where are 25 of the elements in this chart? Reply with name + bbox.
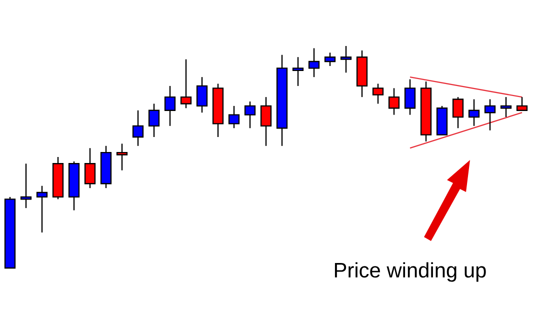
candlestick [372, 83, 384, 104]
candlestick [116, 143, 128, 171]
candlestick [452, 96, 464, 129]
candlestick [516, 96, 528, 111]
candlestick [500, 96, 512, 118]
candlestick [292, 56, 304, 87]
candlestick [148, 103, 160, 138]
candlestick [484, 98, 496, 131]
candlestick [180, 58, 192, 109]
candlestick [308, 48, 320, 78]
candlestick [404, 78, 416, 116]
candlestick [324, 52, 336, 67]
candlestick [244, 100, 256, 129]
candlestick [196, 76, 208, 114]
candlestick [468, 98, 480, 127]
candlestick [228, 105, 240, 129]
annotation: Price winding up [334, 262, 486, 282]
candlestick [164, 85, 176, 127]
candlestick [260, 96, 272, 146]
candlestick [20, 163, 32, 209]
candlestick [36, 185, 48, 234]
candlestick [132, 110, 144, 146]
candlestick [84, 148, 96, 189]
candlestick [340, 45, 352, 74]
candlestick [388, 88, 400, 116]
